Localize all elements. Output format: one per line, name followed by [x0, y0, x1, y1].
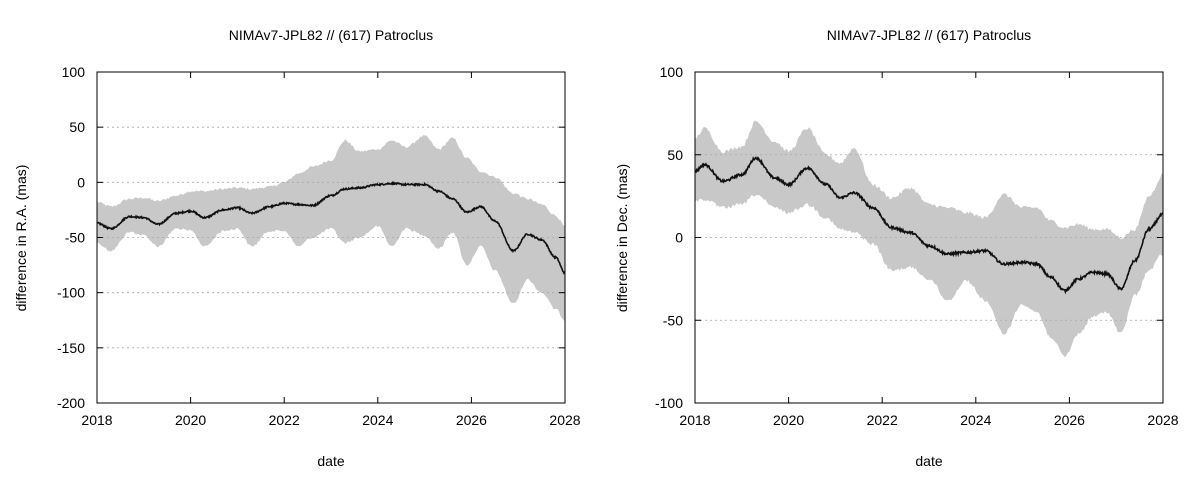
- ra-difference-line: [96, 180, 566, 275]
- ra-ytick-label: 50: [69, 119, 85, 135]
- ra-ytick-label: 0: [77, 174, 85, 190]
- dec-xtick-label: 2020: [773, 412, 804, 428]
- ra-chart-title: NIMAv7-JPL82 // (617) Patroclus: [229, 27, 433, 43]
- ra-xtick-label: 2022: [269, 412, 300, 428]
- ra-line-layer: [96, 180, 566, 275]
- dec-gridlines: [695, 154, 1163, 321]
- ra-uncertainty-band-layer: [97, 135, 565, 322]
- ra-uncertainty-band: [97, 135, 565, 322]
- ra-ytick-label: -100: [57, 285, 85, 301]
- dec-ticks: -100 -50 0 50 100 2018 2020 2022 2024 2026 2028: [655, 64, 1179, 428]
- ra-xtick-label: 2018: [81, 412, 112, 428]
- dec-xtick-label: 2026: [1054, 412, 1085, 428]
- dec-ytick-label: 0: [675, 230, 683, 246]
- dec-ytick-label: 50: [667, 147, 683, 163]
- ra-ytick-label: -50: [65, 230, 85, 246]
- ra-xtick-label: 2024: [362, 412, 393, 428]
- ra-ticks: -200 -150 -100 -50 0 50 100 2018 2020 2022 2024 202…: [57, 64, 581, 428]
- dec-ytick-label: -50: [663, 312, 683, 328]
- ra-gridlines: [97, 126, 565, 349]
- dec-uncertainty-band: [695, 120, 1163, 358]
- ra-xtick-label: 2026: [456, 412, 487, 428]
- dec-xtick-label: 2028: [1147, 412, 1178, 428]
- dec-ytick-label: -100: [655, 395, 683, 411]
- ra-chart-panel: NIMAv7-JPL82 // (617) Patroclus differen…: [13, 27, 581, 469]
- dec-chart-title: NIMAv7-JPL82 // (617) Patroclus: [827, 27, 1031, 43]
- dec-ytick-label: 100: [660, 64, 684, 80]
- ra-ytick-label: -150: [57, 340, 85, 356]
- dec-line-layer: [694, 156, 1164, 295]
- ra-chart-ylabel: difference in R.A. (mas): [13, 165, 29, 312]
- dec-chart-xlabel: date: [915, 453, 942, 469]
- ra-ytick-label: -200: [57, 395, 85, 411]
- ra-ytick-label: 100: [62, 64, 86, 80]
- dec-xtick-label: 2018: [679, 412, 710, 428]
- dec-xtick-label: 2022: [867, 412, 898, 428]
- ra-xtick-label: 2020: [175, 412, 206, 428]
- dec-chart-ylabel: difference in Dec. (mas): [614, 164, 630, 312]
- ra-chart-xlabel: date: [317, 453, 344, 469]
- dec-uncertainty-band-layer: [695, 120, 1163, 358]
- dec-xtick-label: 2024: [960, 412, 991, 428]
- dec-chart-panel: NIMAv7-JPL82 // (617) Patroclus differen…: [614, 27, 1179, 469]
- ra-xtick-label: 2028: [549, 412, 580, 428]
- dec-difference-line: [694, 156, 1164, 295]
